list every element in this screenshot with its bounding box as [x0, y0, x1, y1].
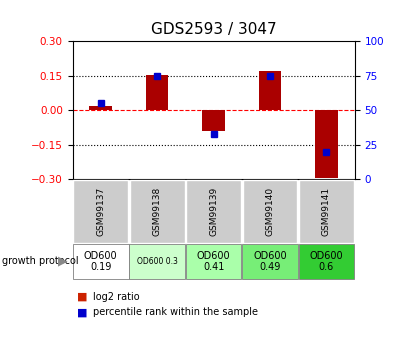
Bar [259, 71, 281, 110]
Text: GSM99139: GSM99139 [209, 187, 218, 236]
Bar [315, 110, 338, 178]
Text: OD600
0.49: OD600 0.49 [253, 250, 287, 272]
Bar [202, 110, 225, 131]
Text: OD600
0.6: OD600 0.6 [310, 250, 343, 272]
Text: percentile rank within the sample: percentile rank within the sample [93, 307, 258, 317]
Text: ■: ■ [77, 307, 87, 317]
Text: growth protocol: growth protocol [2, 256, 79, 266]
Text: ■: ■ [77, 292, 87, 302]
Text: OD600
0.19: OD600 0.19 [84, 250, 118, 272]
Text: OD600
0.41: OD600 0.41 [197, 250, 231, 272]
Text: GSM99137: GSM99137 [96, 187, 105, 236]
Text: OD600 0.3: OD600 0.3 [137, 257, 178, 266]
Text: GSM99138: GSM99138 [153, 187, 162, 236]
Text: log2 ratio: log2 ratio [93, 292, 139, 302]
Bar [146, 75, 168, 110]
Text: GSM99140: GSM99140 [266, 187, 274, 236]
Text: GSM99141: GSM99141 [322, 187, 331, 236]
Text: ▶: ▶ [58, 255, 67, 268]
Title: GDS2593 / 3047: GDS2593 / 3047 [151, 22, 276, 38]
Bar [89, 106, 112, 110]
